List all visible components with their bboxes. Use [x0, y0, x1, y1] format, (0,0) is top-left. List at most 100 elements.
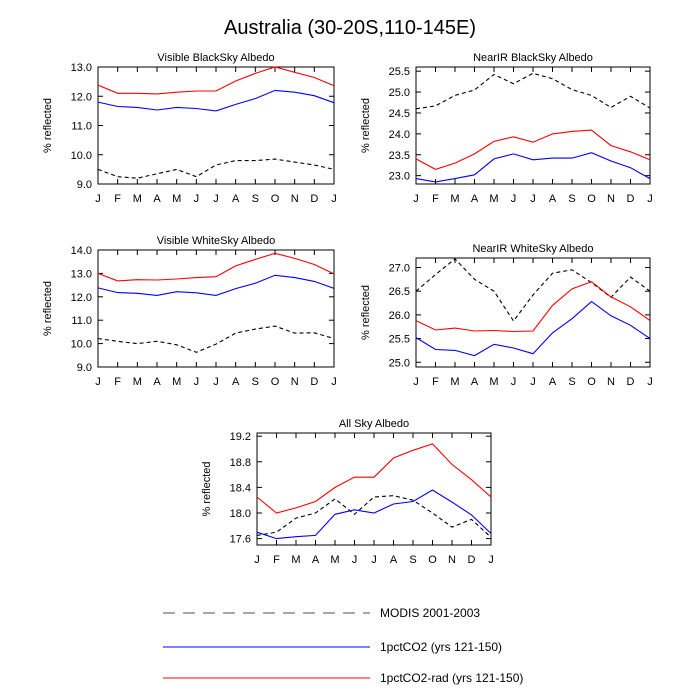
- x-tick-label: N: [448, 554, 456, 566]
- y-tick-label: 24.5: [389, 108, 410, 120]
- plot-frame: [97, 249, 335, 368]
- y-tick-label: 17.6: [230, 534, 251, 546]
- y-axis-label: % reflected: [42, 98, 54, 153]
- series-line: [97, 274, 335, 296]
- x-tick-label: N: [607, 376, 615, 388]
- series-line: [415, 129, 651, 170]
- x-tick-label: M: [489, 376, 498, 388]
- y-axis-label: % reflected: [201, 461, 213, 516]
- y-tick-label: 24.0: [389, 129, 410, 141]
- x-tick-label: J: [371, 554, 377, 566]
- x-tick-label: J: [95, 193, 101, 205]
- x-tick-label: O: [587, 193, 596, 205]
- series-line: [97, 66, 335, 95]
- series-line: [415, 300, 651, 357]
- x-tick-label: M: [172, 376, 181, 388]
- series-line: [415, 152, 651, 183]
- y-tick-label: 18.0: [230, 508, 251, 520]
- x-tick-label: F: [432, 193, 439, 205]
- x-tick-label: M: [133, 193, 142, 205]
- y-tick-label: 25.0: [389, 87, 410, 99]
- y-axis-label: % reflected: [42, 281, 54, 336]
- legend: MODIS 2001-2003 1pctCO2 (yrs 121-150) 1pct…: [163, 606, 523, 685]
- y-tick-label: 14.0: [71, 245, 92, 257]
- legend-label: 1pctCO2 (yrs 121-150): [380, 640, 502, 654]
- series-line: [415, 258, 651, 322]
- x-tick-label: M: [450, 376, 459, 388]
- figure-title: Australia (30-20S,110-145E): [224, 17, 476, 39]
- x-tick-label: N: [291, 376, 299, 388]
- y-tick-label: 12.0: [71, 292, 92, 304]
- x-tick-label: J: [511, 376, 517, 388]
- x-tick-label: D: [627, 376, 635, 388]
- x-tick-label: J: [647, 193, 653, 205]
- y-tick-label: 23.0: [389, 171, 410, 183]
- x-tick-label: A: [153, 193, 161, 205]
- x-tick-label: O: [587, 376, 596, 388]
- series-line: [256, 495, 492, 538]
- y-tick-label: 13.0: [71, 268, 92, 280]
- plot-frame: [415, 66, 651, 185]
- panel-4: NearIR WhiteSky Albedo % reflected 25.0 25.…: [360, 243, 653, 388]
- x-tick-label: F: [273, 554, 280, 566]
- x-tick-label: A: [232, 193, 240, 205]
- legend-item: MODIS 2001-2003: [163, 606, 480, 620]
- x-tick-label: J: [413, 193, 419, 205]
- legend-label: MODIS 2001-2003: [380, 606, 480, 620]
- series-line: [97, 158, 335, 179]
- x-tick-label: O: [428, 554, 437, 566]
- x-tick-label: N: [607, 193, 615, 205]
- panel-title: Visible WhiteSky Albedo: [157, 235, 275, 247]
- x-tick-label: D: [468, 554, 476, 566]
- x-tick-label: A: [471, 376, 479, 388]
- x-tick-label: J: [213, 193, 219, 205]
- x-tick-label: J: [352, 554, 358, 566]
- panel-title: All Sky Albedo: [339, 418, 409, 430]
- x-tick-label: J: [530, 376, 536, 388]
- y-tick-label: 11.0: [71, 121, 92, 133]
- x-tick-label: F: [114, 376, 121, 388]
- y-tick-label: 25.5: [389, 334, 410, 346]
- x-tick-label: M: [489, 193, 498, 205]
- x-tick-label: S: [252, 376, 259, 388]
- panel-3: Visible WhiteSky Albedo % reflected 9.0 10.…: [42, 235, 337, 388]
- y-tick-label: 27.0: [389, 262, 410, 274]
- legend-label: 1pctCO2-rad (yrs 121-150): [380, 671, 523, 685]
- x-tick-label: J: [647, 376, 653, 388]
- y-tick-label: 26.5: [389, 286, 410, 298]
- x-tick-label: J: [194, 376, 200, 388]
- series-line: [97, 89, 335, 112]
- x-tick-label: J: [331, 193, 337, 205]
- x-tick-label: A: [312, 554, 320, 566]
- plot-frame: [97, 66, 335, 185]
- x-tick-label: J: [254, 554, 260, 566]
- x-tick-label: M: [450, 193, 459, 205]
- series-line: [256, 489, 492, 540]
- y-tick-label: 13.0: [71, 62, 92, 74]
- x-tick-label: M: [330, 554, 339, 566]
- x-tick-label: A: [549, 376, 557, 388]
- x-tick-label: N: [291, 193, 299, 205]
- x-tick-label: O: [271, 376, 280, 388]
- y-tick-label: 12.0: [71, 91, 92, 103]
- x-tick-label: J: [488, 554, 494, 566]
- x-tick-label: S: [252, 193, 259, 205]
- y-tick-label: 18.8: [230, 457, 251, 469]
- y-tick-label: 9.0: [77, 179, 92, 191]
- x-tick-label: D: [627, 193, 635, 205]
- series-line: [97, 325, 335, 353]
- x-tick-label: A: [153, 376, 161, 388]
- x-tick-label: F: [432, 376, 439, 388]
- series-line: [415, 72, 651, 110]
- x-tick-label: J: [95, 376, 101, 388]
- panel-title: NearIR WhiteSky Albedo: [472, 243, 593, 255]
- panel-1: Visible BlackSky Albedo % reflected 9.0 10.…: [42, 52, 337, 205]
- panel-2: NearIR BlackSky Albedo % reflected 23.0 23.…: [360, 52, 653, 205]
- y-tick-label: 9.0: [77, 362, 92, 374]
- y-axis-label: % reflected: [360, 98, 372, 153]
- x-tick-label: J: [213, 376, 219, 388]
- x-tick-label: J: [530, 193, 536, 205]
- y-tick-label: 26.0: [389, 310, 410, 322]
- series-line: [97, 252, 335, 282]
